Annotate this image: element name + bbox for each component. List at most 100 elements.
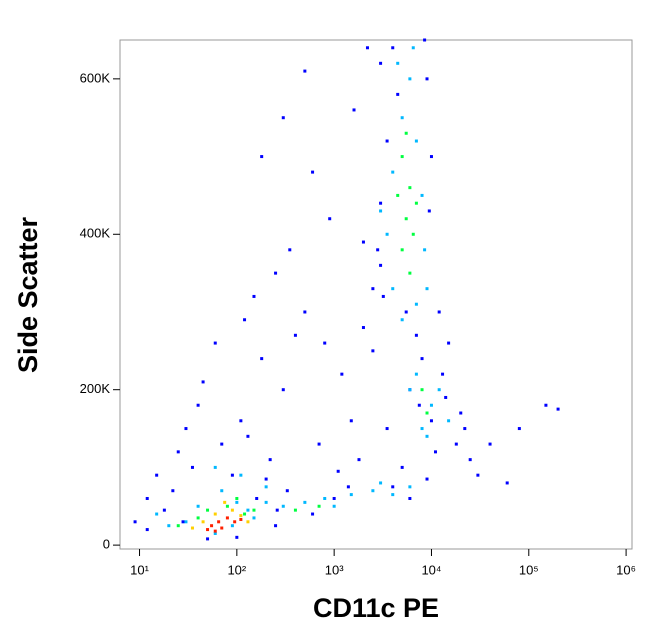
point [371,489,375,493]
y-tick-label: 0 [103,537,110,552]
point [268,458,272,462]
point [517,427,521,431]
point [444,395,448,399]
point [379,263,383,267]
point [217,520,221,524]
point [544,403,548,407]
point [260,155,264,159]
point [230,473,234,477]
point [340,372,344,376]
point [239,419,243,423]
point [379,61,383,65]
point [171,489,175,493]
x-tick-label: 10³ [325,562,344,577]
plot-frame [119,39,633,550]
point [233,520,237,524]
point [162,508,166,512]
point [414,139,418,143]
point [408,271,412,275]
point [213,531,217,535]
point [275,508,279,512]
point [411,46,415,50]
point [420,427,424,431]
point [404,131,408,135]
point [239,514,243,518]
point [243,512,247,516]
y-axis-title: Side Scatter [13,216,43,373]
point [264,485,268,489]
point [408,496,412,500]
point [420,193,424,197]
point [311,512,315,516]
point [447,341,451,345]
point [311,170,315,174]
point [371,287,375,291]
x-tick-label: 10⁴ [421,562,441,577]
point [400,248,404,252]
y-tick-label: 200K [80,381,111,396]
point [441,372,445,376]
point [206,537,210,541]
point [459,411,463,415]
point [437,388,441,392]
point [252,508,256,512]
point [420,388,424,392]
point [408,388,412,392]
point [145,528,149,532]
point [404,217,408,221]
point [437,310,441,314]
point [404,310,408,314]
point [427,209,431,213]
point [429,419,433,423]
x-tick-label: 10¹ [130,562,149,577]
point [293,333,297,337]
point [288,248,292,252]
point [223,500,227,504]
point [235,496,239,500]
point [400,318,404,322]
point [235,535,239,539]
point [423,248,427,252]
point [303,500,307,504]
point [379,209,383,213]
point [246,434,250,438]
point [376,248,380,252]
point [425,434,429,438]
point [220,489,224,493]
point [145,496,149,500]
point [303,69,307,73]
point [396,92,400,96]
point [414,333,418,337]
point [417,403,421,407]
point [408,485,412,489]
y-tick-label: 600K [80,70,111,85]
point [201,380,205,384]
point [361,240,365,244]
point [425,77,429,81]
point [264,500,268,504]
point [463,427,467,431]
point [206,528,210,532]
point [303,310,307,314]
point [391,287,395,291]
point [400,465,404,469]
point [323,496,327,500]
point [454,442,458,446]
point [411,232,415,236]
point [213,529,217,533]
point [365,46,369,50]
point [429,155,433,159]
point [317,504,321,508]
point [332,504,336,508]
point [167,524,171,528]
point [155,473,159,477]
point [346,485,350,489]
point [408,186,412,190]
point [225,516,229,520]
x-tick-label: 10⁵ [519,562,539,577]
point [181,520,185,524]
point [252,516,256,520]
point [252,294,256,298]
point [391,493,395,497]
